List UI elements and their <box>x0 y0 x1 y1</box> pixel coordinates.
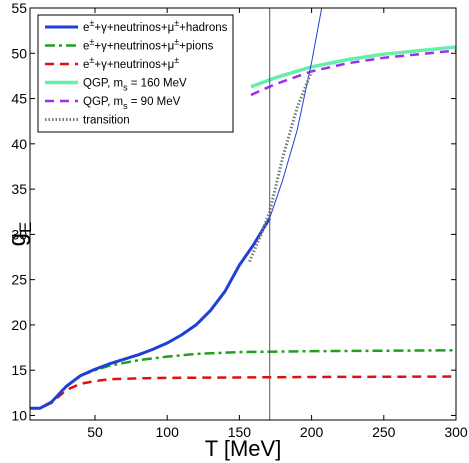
x-axis-label: T [MeV] <box>205 436 282 461</box>
y-tick-label: 45 <box>11 91 27 107</box>
x-tick-label: 100 <box>156 424 180 440</box>
svg-text:gE: gE <box>4 222 35 247</box>
series-line-1 <box>269 8 323 219</box>
y-tick-label: 30 <box>11 226 27 242</box>
y-tick-label: 25 <box>11 272 27 288</box>
y-axis-label: gE <box>4 222 35 247</box>
legend-label: e±+γ+neutrinos+μ±+pions <box>83 37 214 53</box>
y-tick-label: 55 <box>11 0 27 16</box>
legend-label: e±+γ+neutrinos+μ± <box>83 55 179 71</box>
x-tick-label: 250 <box>372 424 396 440</box>
legend: e±+γ+neutrinos+μ±+hadrons e±+γ+neutrinos+… <box>37 14 234 133</box>
series-line-6 <box>248 70 313 263</box>
x-tick-label: 150 <box>228 424 252 440</box>
y-tick-label: 50 <box>11 45 27 61</box>
legend-label: QGP, ms = 160 MeV <box>83 78 187 93</box>
y-axis-label-main: g <box>4 233 31 246</box>
y-tick-label: 10 <box>11 407 27 423</box>
x-tick-label: 50 <box>87 424 103 440</box>
y-tick-label: 15 <box>11 362 27 378</box>
legend-box <box>37 14 234 133</box>
legend-label: QGP, ms = 90 MeV <box>83 96 181 111</box>
series-layer <box>30 8 456 410</box>
series-line-0 <box>30 217 272 410</box>
series-line-4 <box>250 45 456 89</box>
legend-label: e±+γ+neutrinos+μ±+hadrons <box>83 18 228 34</box>
y-tick-label: 35 <box>11 181 27 197</box>
plot-frame <box>29 7 457 421</box>
x-tick-label: 300 <box>444 424 468 440</box>
y-tick-label: 20 <box>11 317 27 333</box>
legend-label: transition <box>83 115 130 127</box>
y-tick-label: 40 <box>11 136 27 152</box>
y-axis-label-sub: E <box>16 222 35 233</box>
x-tick-label: 200 <box>300 424 324 440</box>
axis-ticks: 50 100 150 200 250 300 10 15 20 25 30 35 40 45 50 55 <box>11 0 467 440</box>
